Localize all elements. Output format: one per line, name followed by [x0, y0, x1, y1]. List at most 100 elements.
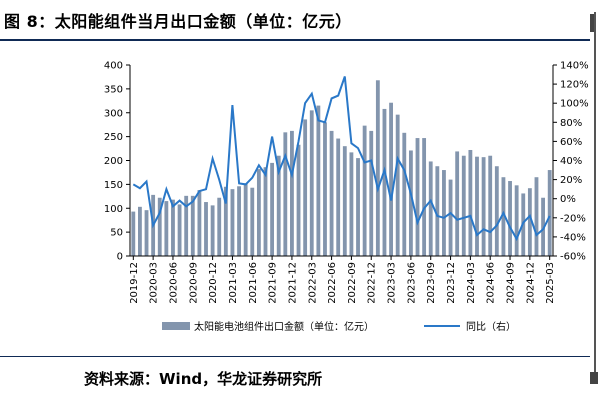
- bar-2020-02: [144, 210, 149, 256]
- bar-2025-01: [534, 177, 539, 256]
- bar-2021-09: [270, 162, 275, 256]
- right-tick-label: 140%: [560, 61, 589, 72]
- bar-2023-03: [389, 102, 393, 256]
- legend-bar-label: 太阳能电池组件出口金额（单位：亿元）: [194, 320, 374, 333]
- bar-2020-01: [137, 206, 142, 256]
- x-tick-label: 2020-12: [208, 262, 219, 304]
- bar-series: [131, 80, 552, 257]
- x-tick-label: 2023-06: [406, 262, 417, 304]
- bar-2019-12: [131, 211, 136, 256]
- bar-2021-02: [223, 186, 228, 256]
- bar-2022-11: [362, 125, 367, 256]
- x-tick-label: 2020-03: [149, 262, 160, 304]
- x-tick-label: 2023-12: [446, 262, 457, 304]
- bar-2020-05: [164, 201, 169, 256]
- left-tick-label: 400: [104, 61, 123, 72]
- right-tick-label: 0%: [560, 194, 576, 205]
- bar-2023-09: [428, 161, 433, 256]
- right-tick-label: 80%: [560, 118, 582, 129]
- x-tick-label: 2021-12: [287, 262, 298, 304]
- x-tick-label: 2021-03: [228, 262, 239, 304]
- bar-2023-08: [422, 138, 427, 256]
- right-tick-label: -40%: [560, 232, 586, 243]
- left-tick-label: 0: [117, 252, 123, 263]
- bar-2022-12: [369, 130, 374, 256]
- bar-2022-05: [323, 122, 327, 256]
- next-source-edge: [590, 372, 598, 384]
- left-tick-label: 100: [104, 204, 123, 215]
- right-tick-label: 100%: [560, 99, 589, 110]
- bar-2020-06: [171, 199, 175, 256]
- right-tick-label: 60%: [560, 137, 582, 148]
- legend-line-label: 同比（右）: [466, 320, 516, 333]
- bar-2023-12: [448, 179, 453, 256]
- bar-2023-05: [402, 132, 407, 256]
- bar-2021-07: [256, 169, 261, 256]
- bar-2023-02: [382, 108, 387, 257]
- bar-2024-07: [494, 166, 499, 256]
- x-tick-label: 2023-03: [387, 262, 398, 304]
- left-tick-label: 150: [104, 180, 123, 191]
- column-divider: [594, 12, 596, 382]
- bar-2022-06: [329, 130, 334, 256]
- x-tick-label: 2022-12: [367, 262, 378, 304]
- x-tick-label: 2024-09: [506, 262, 517, 304]
- right-tick-label: -20%: [560, 213, 586, 224]
- source-rule: [0, 356, 590, 357]
- bar-2020-11: [204, 202, 208, 256]
- bar-2020-07: [177, 204, 182, 256]
- left-tick-label: 250: [104, 132, 123, 143]
- title-rule: [0, 39, 590, 41]
- legend-bar-swatch: [162, 322, 190, 330]
- bar-2021-01: [217, 197, 222, 256]
- bar-2024-05: [481, 157, 486, 256]
- left-tick-label: 50: [110, 228, 123, 239]
- left-tick-label: 200: [104, 156, 123, 167]
- bar-2023-01: [375, 80, 380, 256]
- left-axis-ticks: 0 50 100 150 200 250 300 350 400: [104, 61, 130, 263]
- bar-2022-07: [336, 138, 341, 256]
- bar-2023-04: [395, 114, 400, 256]
- bar-2020-08: [184, 195, 189, 256]
- bar-2021-10: [276, 155, 281, 256]
- bar-2022-02: [303, 119, 308, 256]
- bar-2021-08: [263, 167, 268, 256]
- export-value-chart: 0 50 100 150 200 250 300 350 400 -60% -40% -20% 0% 2…: [104, 61, 589, 334]
- bar-2024-10: [514, 185, 519, 256]
- bar-2021-11: [283, 132, 288, 256]
- left-tick-label: 300: [104, 108, 123, 119]
- bar-2022-04: [316, 105, 321, 257]
- x-tick-label: 2021-09: [268, 262, 279, 304]
- x-tick-label: 2024-03: [466, 262, 477, 304]
- bar-2025-02: [541, 197, 546, 256]
- x-tick-label: 2023-09: [426, 262, 437, 304]
- bar-2025-03: [547, 170, 552, 256]
- x-axis-ticks: 2019-12 2020-03 2020-06 2020-09 2020-12 2021-…: [129, 256, 556, 304]
- bar-2021-05: [243, 183, 248, 256]
- bar-2024-01: [455, 151, 460, 256]
- x-tick-label: 2020-06: [168, 262, 179, 304]
- bar-2020-04: [157, 197, 162, 256]
- bar-2022-08: [342, 146, 347, 256]
- x-tick-label: 2025-03: [545, 262, 556, 304]
- bar-2024-09: [508, 181, 512, 256]
- x-tick-label: 2020-09: [188, 262, 199, 304]
- bar-2021-04: [237, 186, 241, 256]
- bar-2024-08: [501, 177, 506, 256]
- bar-2022-09: [349, 152, 354, 256]
- bar-2020-12: [210, 205, 215, 256]
- bar-2021-06: [250, 187, 255, 256]
- bar-2023-06: [408, 150, 413, 256]
- bar-2024-02: [461, 155, 466, 256]
- x-tick-label: 2024-12: [525, 262, 536, 304]
- bar-2022-03: [309, 110, 314, 256]
- bar-2022-10: [356, 158, 360, 256]
- x-tick-label: 2022-03: [307, 262, 318, 304]
- x-tick-label: 2024-06: [486, 262, 497, 304]
- bar-2023-10: [435, 166, 440, 256]
- bar-2023-07: [415, 138, 420, 256]
- bar-2024-12: [527, 188, 532, 256]
- yoy-line: [132, 76, 551, 242]
- x-tick-label: 2022-06: [327, 262, 338, 304]
- right-axis-ticks: -60% -40% -20% 0% 20% 40% 60% 80% 100% 120% 140%: [553, 61, 589, 263]
